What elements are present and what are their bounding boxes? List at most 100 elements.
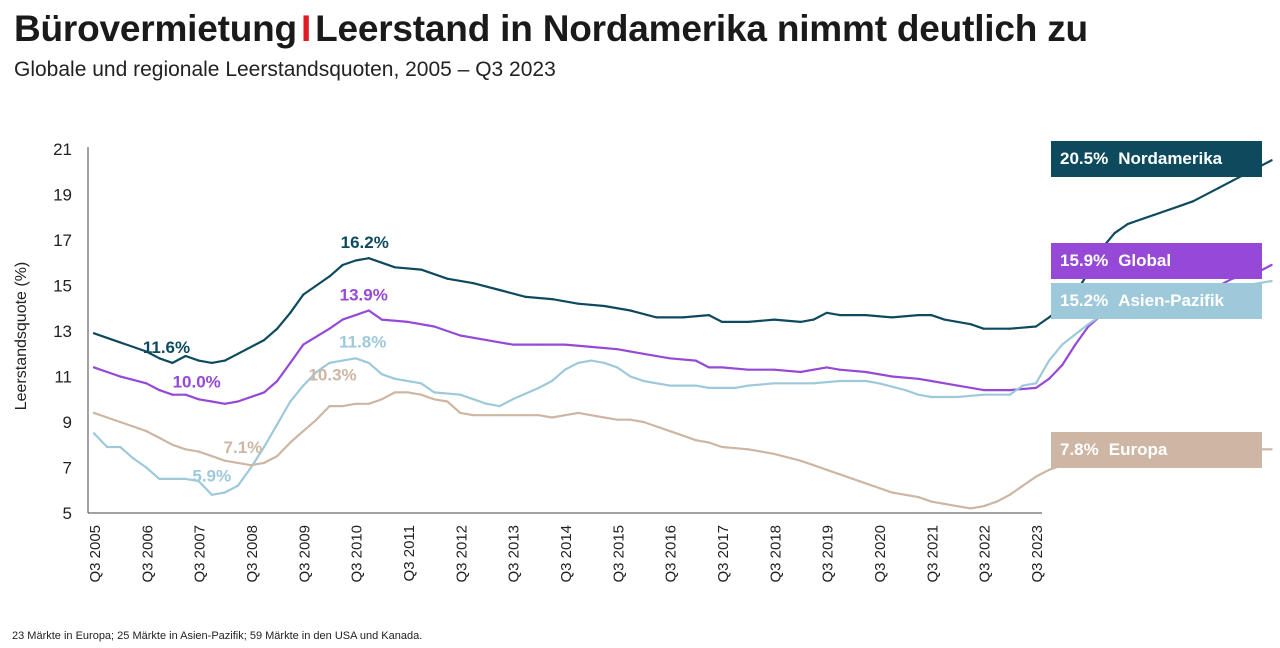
data-point [433, 398, 436, 401]
legend-global: 15.9% Global [1051, 243, 1262, 279]
x-tick-label: Q3 2012 [453, 525, 470, 583]
x-tick-label: Q3 2018 [767, 525, 784, 583]
data-point [799, 370, 802, 374]
footnote: 23 Märkte in Europa; 25 Märkte in Asien-… [12, 630, 423, 642]
data-point [655, 425, 658, 428]
data-point [1270, 159, 1273, 162]
data-point [289, 400, 292, 403]
data-point [223, 402, 226, 405]
legend-value: 20.5% [1060, 149, 1109, 168]
data-point [563, 343, 567, 346]
data-point [1048, 377, 1051, 380]
data-point [354, 402, 357, 405]
data-point [236, 400, 239, 403]
data-point [92, 432, 96, 435]
data-point [747, 384, 750, 387]
x-tick-label: Q3 2011 [401, 525, 418, 581]
data-point [1061, 343, 1064, 346]
data-point [616, 418, 619, 421]
data-point [1139, 218, 1142, 221]
data-label: 11.6% [143, 338, 190, 357]
data-point [302, 293, 305, 296]
data-point [341, 263, 344, 267]
data-point [1021, 384, 1024, 387]
data-point [289, 441, 292, 444]
x-tick-label: Q3 2010 [349, 525, 366, 583]
data-point [459, 393, 462, 396]
data-point [380, 318, 383, 321]
data-point [145, 382, 148, 385]
title-part2: Leerstand in Nordamerika nimmt deutlich … [315, 8, 1088, 49]
data-point [1152, 213, 1155, 217]
data-point [1034, 382, 1038, 385]
data-point [891, 316, 894, 319]
data-point [92, 411, 96, 414]
data-point [812, 368, 815, 371]
legend-label: Nordamerika [1118, 149, 1223, 168]
data-point [1113, 232, 1116, 235]
data-point [498, 414, 501, 417]
data-point [1034, 475, 1038, 478]
x-tick-label: Q3 2016 [663, 525, 680, 583]
x-tick-label: Q3 2021 [924, 525, 941, 583]
data-point [158, 436, 161, 439]
data-point [145, 430, 148, 433]
data-point [367, 402, 370, 405]
data-point [681, 316, 684, 319]
x-tick-label: Q3 2014 [558, 525, 575, 583]
data-point [171, 393, 174, 396]
data-point [629, 375, 632, 378]
data-point [982, 505, 985, 508]
data-label: 10.3% [308, 365, 356, 384]
data-point [891, 491, 894, 494]
data-point [1270, 279, 1273, 283]
data-point [720, 320, 724, 323]
data-point [1008, 327, 1011, 330]
data-point [263, 391, 266, 394]
data-point [877, 382, 881, 385]
legend-value: 15.9% [1060, 251, 1109, 270]
data-point [694, 384, 697, 387]
data-point [982, 389, 985, 392]
data-point [92, 332, 96, 335]
data-point [825, 468, 828, 471]
data-point [577, 361, 580, 364]
legend-europa: 7.8% Europa [1051, 432, 1262, 468]
data-point [550, 379, 554, 383]
x-tick-label: Q3 2007 [192, 525, 209, 583]
data-point [943, 502, 946, 505]
data-point [930, 379, 933, 383]
data-point [877, 486, 881, 490]
legend-value: 7.8% [1060, 440, 1099, 459]
page-title: Bürovermietung I Leerstand in Nordamerika … [14, 8, 1088, 50]
data-point [668, 384, 671, 387]
data-point [930, 314, 933, 317]
data-point [197, 480, 200, 483]
data-point [1191, 200, 1195, 203]
data-point [302, 430, 305, 433]
data-point [472, 414, 475, 417]
data-point [603, 361, 606, 364]
data-point [393, 266, 396, 269]
data-point [420, 393, 423, 396]
data-point [1074, 343, 1077, 346]
y-tick-label: 15 [53, 277, 72, 296]
data-point [629, 418, 632, 421]
data-point [1218, 186, 1221, 189]
data-point [263, 339, 266, 342]
chart-annotations: 11.6% 16.2% 10.0% 13.9% 11.8% 5.9% 10.3% 7.1% [143, 233, 389, 485]
data-point [747, 448, 750, 451]
data-point [1048, 359, 1051, 362]
data-point [1061, 364, 1064, 367]
data-point [838, 473, 841, 476]
data-point [1270, 448, 1273, 451]
data-point [590, 414, 593, 417]
data-point [930, 395, 933, 399]
data-point [550, 298, 554, 301]
x-tick-label: Q3 2013 [506, 525, 523, 583]
data-point [498, 405, 501, 408]
data-point [92, 366, 96, 369]
data-point [171, 361, 174, 364]
data-point [367, 257, 370, 260]
data-point [917, 393, 920, 396]
